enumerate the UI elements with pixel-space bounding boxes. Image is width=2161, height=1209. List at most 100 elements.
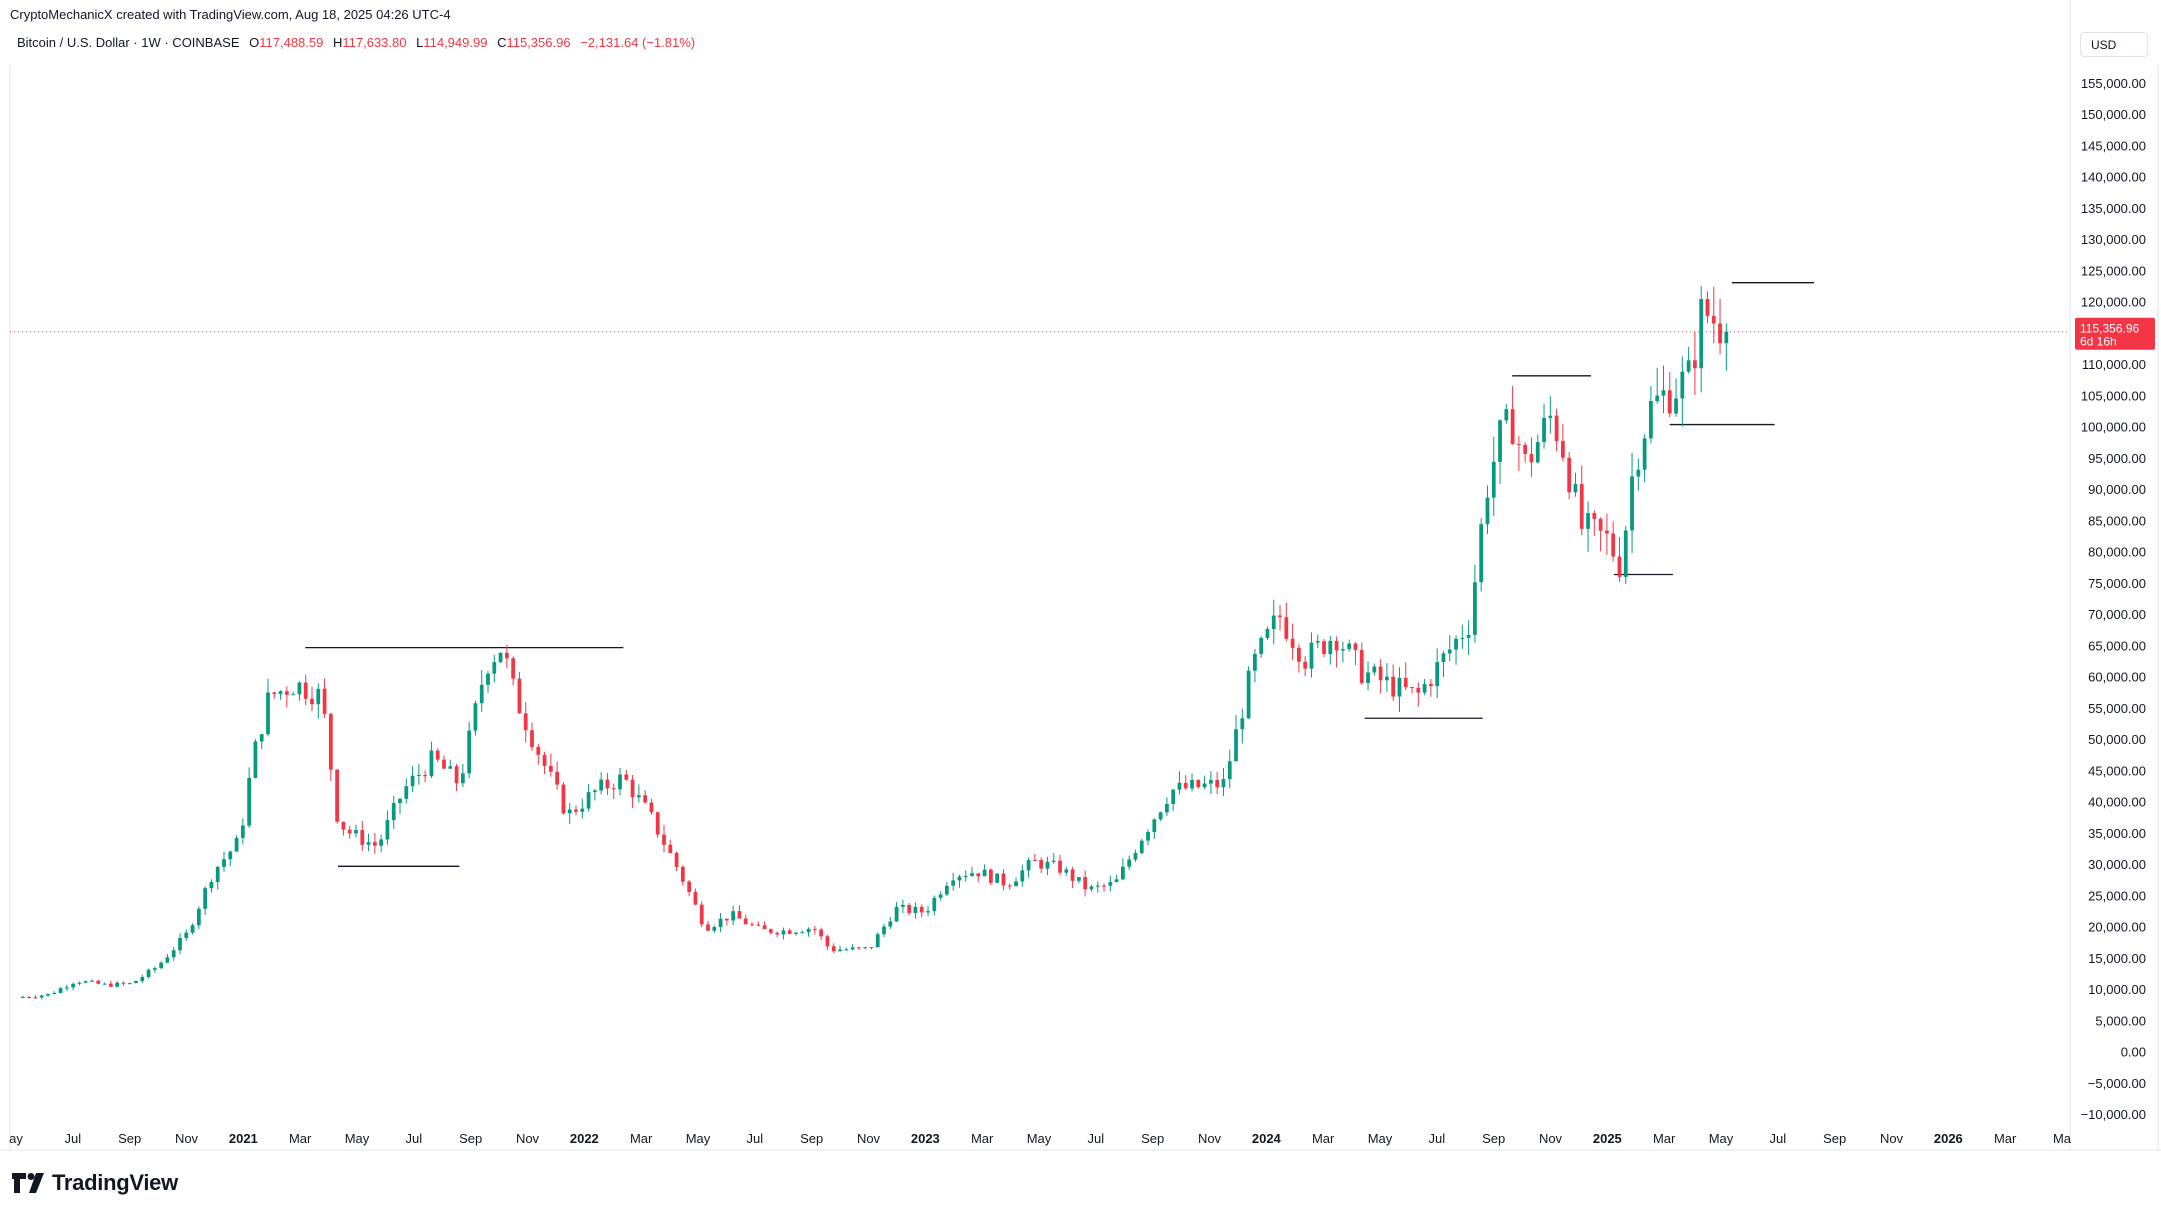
candle-body <box>938 894 943 898</box>
candle-body <box>1303 661 1308 669</box>
x-tick-label: Mar <box>1994 1131 2017 1146</box>
candle-body <box>215 866 220 883</box>
y-tick-label: −5,000.00 <box>2088 1076 2146 1091</box>
candle-body <box>1466 634 1471 638</box>
candle-body <box>1051 860 1056 862</box>
y-tick-label: 110,000.00 <box>2082 357 2146 372</box>
x-tick-label: Nov <box>1198 1131 1222 1146</box>
candle-body <box>523 713 528 731</box>
candle-body <box>272 692 277 695</box>
candle-body <box>674 852 679 867</box>
y-tick-label: 65,000.00 <box>2088 638 2146 653</box>
candle-body <box>1693 360 1697 369</box>
last-price-badge-bg <box>2075 317 2155 350</box>
candle-body <box>1504 409 1509 421</box>
x-tick-label: Mar <box>971 1131 994 1146</box>
candle-body <box>995 873 1000 883</box>
candle-body <box>1297 647 1301 662</box>
candle-body <box>1535 442 1540 463</box>
candle-body <box>1611 533 1616 557</box>
candle-body <box>844 949 849 951</box>
candle-body <box>492 662 497 674</box>
candles <box>20 286 1729 1000</box>
tradingview-logo[interactable]: TradingView <box>12 1170 178 1196</box>
candle-body <box>687 881 692 893</box>
candle-body <box>951 880 956 886</box>
candle-body <box>693 892 698 905</box>
candle-body <box>291 694 296 696</box>
candle-body <box>404 786 409 799</box>
close-label: C <box>497 35 507 50</box>
candle-body <box>894 906 899 922</box>
candle-body <box>542 754 547 766</box>
candle-body <box>586 792 591 809</box>
tradingview-logo-icon <box>12 1173 44 1193</box>
candle-body <box>1617 556 1622 577</box>
y-tick-label: 105,000.00 <box>2081 388 2146 403</box>
candle-body <box>1196 779 1201 788</box>
candle-body <box>580 808 585 812</box>
candle-body <box>1070 869 1075 881</box>
candle-body <box>1171 789 1176 805</box>
candle-body <box>504 652 509 659</box>
candle-body <box>1045 861 1050 869</box>
candle-body <box>517 678 522 714</box>
candle-body <box>460 773 465 784</box>
candle-body <box>20 996 25 998</box>
y-tick-label: 35,000.00 <box>2088 826 2146 841</box>
y-tick-label: 70,000.00 <box>2088 607 2146 622</box>
candle-body <box>58 988 63 993</box>
candle-body <box>1636 469 1641 477</box>
candle-body <box>1372 666 1377 673</box>
candle-body <box>1410 687 1414 689</box>
candle-body <box>1680 371 1685 399</box>
candle-body <box>1485 497 1490 525</box>
x-tick-label: Sep <box>1141 1131 1164 1146</box>
candle-body <box>982 869 987 877</box>
candle-body <box>1586 513 1590 529</box>
candle-body <box>1655 395 1660 402</box>
candle-body <box>372 842 377 846</box>
y-tick-label: 155,000.00 <box>2081 76 2146 91</box>
candle-body <box>335 769 340 822</box>
candle-body <box>1240 718 1245 730</box>
candle-body <box>1108 882 1113 886</box>
candle-body <box>1473 582 1477 635</box>
candle-body <box>706 924 710 931</box>
candle-body <box>1114 879 1119 883</box>
candle-body <box>630 779 635 798</box>
candle-body <box>416 775 421 777</box>
candle-body <box>1573 484 1578 493</box>
open-value: 117,488.59 <box>259 35 324 50</box>
candle-body <box>247 777 252 826</box>
candle-body <box>1397 677 1402 697</box>
time-axis[interactable]: ay Jul Sep Nov 2021 Mar May Jul Sep Nov 2022 Mar May… <box>9 1131 2072 1146</box>
x-tick-label: Nov <box>857 1131 881 1146</box>
candle-body <box>970 873 974 876</box>
y-tick-label: 20,000.00 <box>2088 920 2146 935</box>
candle-body <box>1102 885 1106 887</box>
candle-body <box>712 927 717 931</box>
candle-body <box>184 932 189 939</box>
candle-body <box>498 652 503 663</box>
currency-button[interactable]: USD <box>2080 32 2148 57</box>
candle-body <box>1416 687 1421 693</box>
candle-body <box>152 968 157 970</box>
last-price-badge-price: 115,356.96 <box>2080 322 2139 336</box>
candle-body <box>1592 513 1597 519</box>
candle-body <box>1705 299 1710 316</box>
x-tick-label: May <box>1709 1131 1734 1146</box>
candle-body <box>750 924 754 926</box>
x-tick-label: Jul <box>1088 1131 1105 1146</box>
candle-body <box>391 802 396 821</box>
candle-body <box>297 682 302 695</box>
price-axis[interactable]: 155,000.00 150,000.00 145,000.00 140,000.00… <box>2081 76 2146 1122</box>
candle-body <box>668 844 673 853</box>
candle-body <box>1095 885 1100 887</box>
candle-body <box>1127 859 1132 867</box>
candle-body <box>71 983 76 988</box>
y-tick-label: 135,000.00 <box>2081 201 2146 216</box>
y-tick-label: 150,000.00 <box>2081 107 2146 122</box>
candle-body <box>96 980 101 984</box>
